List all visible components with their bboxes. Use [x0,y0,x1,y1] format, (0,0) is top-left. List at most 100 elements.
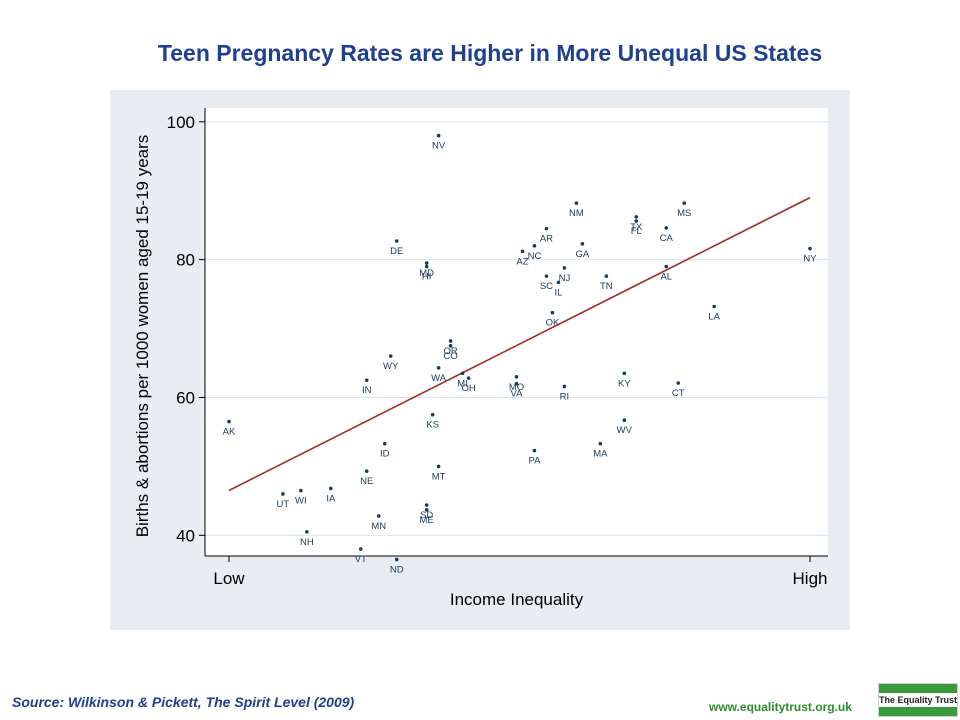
plot-area [205,108,828,556]
point-label: NV [432,141,446,152]
data-point [358,547,363,551]
data-point [460,371,465,376]
point-label: CT [672,388,685,399]
logo-text: The Equality Trust [879,695,958,705]
point-label: MN [371,521,386,532]
point-label: AZ [516,256,528,267]
data-point [556,280,561,285]
point-label: MS [677,208,691,219]
data-point [466,376,471,380]
point-label: ND [390,564,404,575]
data-point [544,226,549,231]
data-point [436,133,441,138]
point-label: TN [600,281,613,292]
data-point [574,201,579,205]
data-point [622,371,627,376]
plot-panel: 40 60 80 100 Low High Income Inequality Births … [110,90,850,630]
point-label: PA [528,456,541,467]
data-point [299,488,303,493]
point-label: OH [461,383,475,394]
point-label: DE [390,246,403,257]
data-point [682,201,687,205]
point-label: NE [360,476,373,487]
data-point [394,557,399,562]
data-point [676,381,681,385]
point-label: MO [509,382,524,393]
y-tick-label: 40 [176,526,195,545]
point-label: LA [708,311,720,322]
scatter-chart: 40 60 80 100 Low High Income Inequality Births … [133,108,828,609]
data-point [712,304,716,309]
point-label: AR [540,234,553,245]
point-label: WA [431,373,447,384]
logo-stripe-bottom [879,707,957,716]
point-label: ME [420,515,434,526]
data-point [436,366,441,370]
x-tick-label: High [793,569,828,588]
point-label: IN [362,385,372,396]
data-point [664,226,669,230]
data-point [514,375,519,379]
data-point [364,469,369,474]
point-label: OK [546,318,560,329]
data-point [520,249,525,254]
point-label: UT [277,499,290,510]
data-point [382,441,387,446]
data-point [562,384,567,389]
x-tick-label: Low [213,569,245,588]
data-point [281,492,285,496]
data-point [227,419,231,424]
point-label: KY [618,378,631,389]
point-label: WV [617,425,633,436]
data-point [544,274,549,278]
point-label: NC [528,251,542,262]
data-point [364,378,369,383]
point-label: WY [383,361,399,372]
data-point [664,264,669,269]
point-label: AK [223,427,236,438]
point-label: RI [560,391,570,402]
point-label: NJ [559,273,571,284]
point-label: MD [419,268,434,279]
data-point [394,239,399,243]
point-label: CA [660,233,674,244]
logo-stripe-top [879,684,957,693]
website-link[interactable]: www.equalitytrust.org.uk [709,700,852,714]
data-point [448,339,453,343]
y-tick-label: 80 [176,251,195,270]
slide-title: Teen Pregnancy Rates are Higher in More … [157,40,823,66]
data-point [514,381,519,386]
y-tick-label: 100 [167,113,195,132]
data-point [580,241,585,246]
data-point [532,244,537,248]
point-label: NH [300,537,314,548]
y-tick-label: 60 [176,388,195,407]
point-label: ID [380,449,390,460]
data-point [598,441,603,446]
point-label: SD [420,510,433,521]
point-label: IL [554,287,562,298]
data-point [424,264,429,269]
point-label: IA [326,493,336,504]
point-label: CO [443,351,457,362]
point-label: WI [295,496,307,507]
data-point [532,448,537,453]
data-point [436,464,441,469]
data-point [808,246,812,251]
point-label: SC [540,281,553,292]
data-point [604,274,609,278]
data-point [550,310,555,315]
point-label: VA [511,389,524,400]
data-point [430,412,435,417]
data-point [562,266,567,270]
point-label: FL [631,226,642,237]
point-label: AL [660,272,672,283]
data-point [634,219,639,223]
data-point [424,503,429,507]
data-point [388,354,393,358]
point-label: GA [576,249,590,260]
data-point [376,514,381,518]
point-label: VT [355,554,367,565]
point-label: OR [443,346,457,357]
point-label: HI [422,272,432,283]
